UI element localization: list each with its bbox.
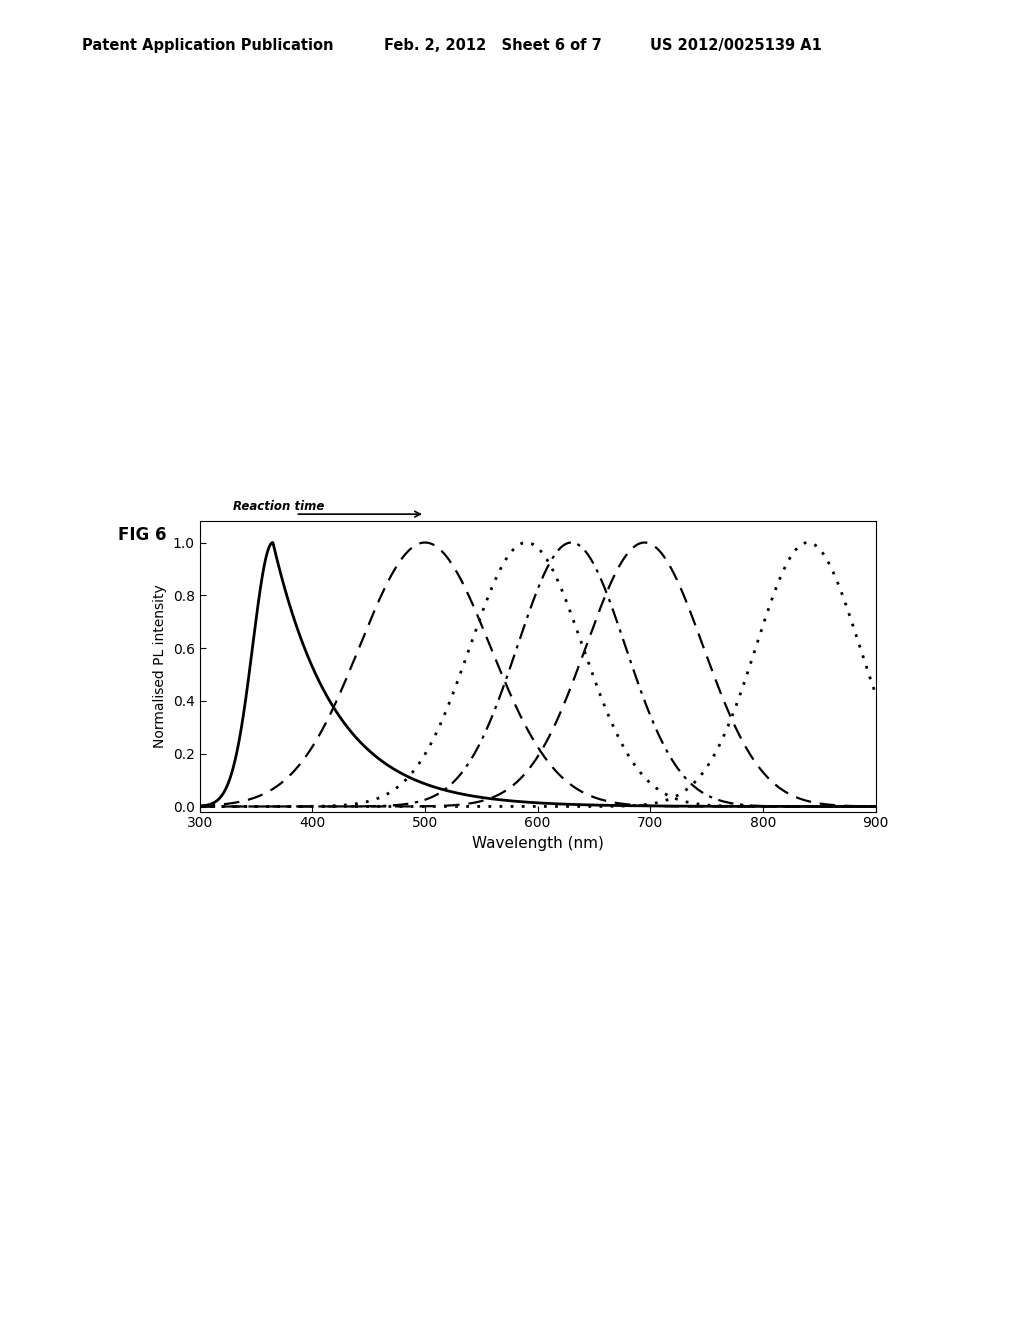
Text: Feb. 2, 2012   Sheet 6 of 7: Feb. 2, 2012 Sheet 6 of 7 — [384, 38, 602, 53]
Y-axis label: Normalised PL intensity: Normalised PL intensity — [154, 585, 167, 748]
Text: FIG 6: FIG 6 — [118, 525, 166, 544]
X-axis label: Wavelength (nm): Wavelength (nm) — [472, 836, 603, 850]
Text: Patent Application Publication: Patent Application Publication — [82, 38, 334, 53]
Text: US 2012/0025139 A1: US 2012/0025139 A1 — [650, 38, 822, 53]
Text: Reaction time: Reaction time — [233, 500, 325, 512]
